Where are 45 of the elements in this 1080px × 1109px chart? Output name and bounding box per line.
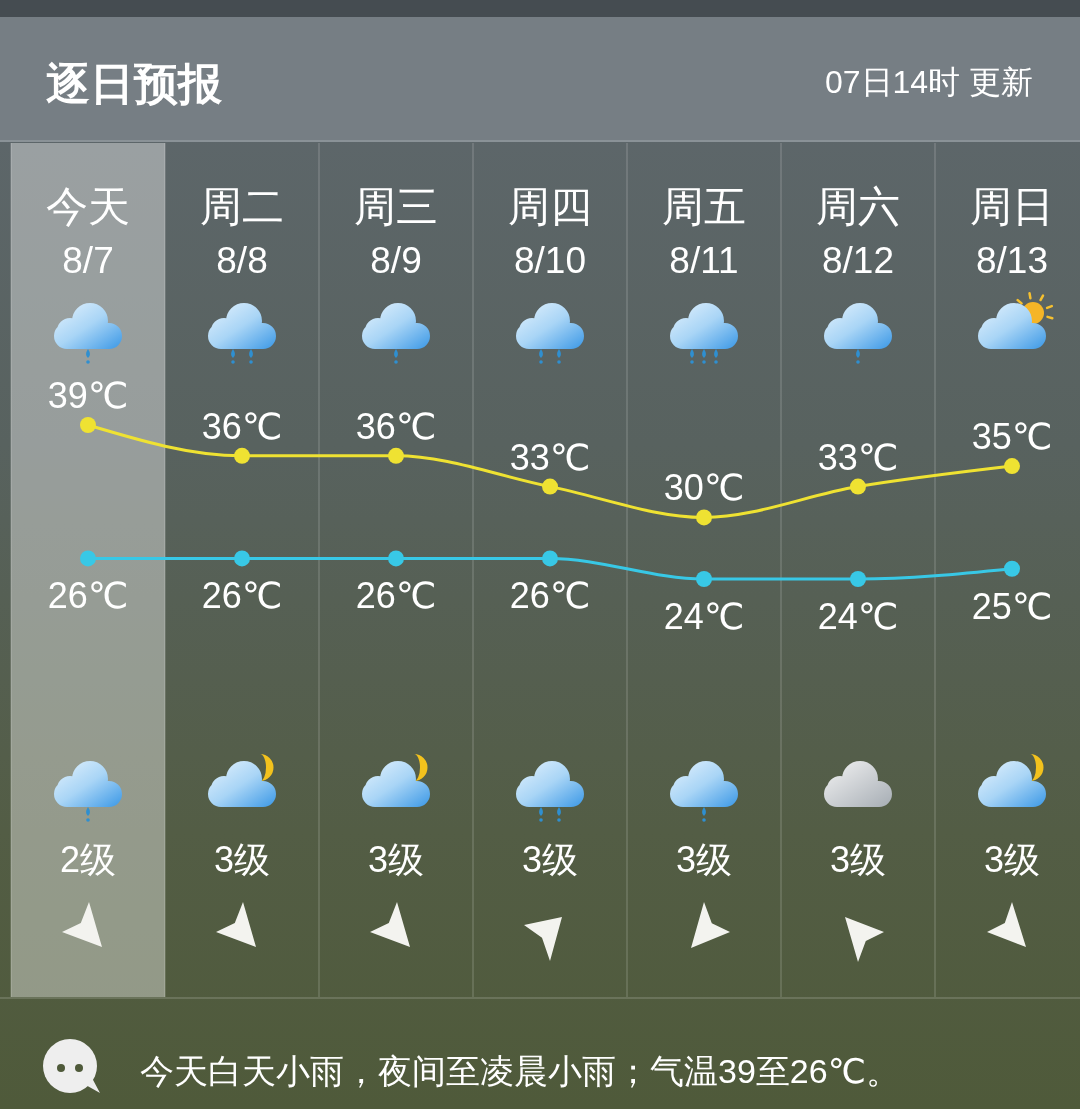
x-tick-label: 周六 8/12 [816, 183, 900, 281]
x-tick-label: 今天 8/7 [46, 183, 130, 281]
x-tick-label: 周三 8/9 [354, 183, 438, 281]
data-label: 25℃ [971, 585, 1053, 627]
text: 3级 [675, 839, 733, 880]
data-label: 26℃ [355, 575, 437, 617]
x-tick-label: 周五 8/11 [662, 183, 746, 281]
point [696, 509, 712, 526]
x-tick-label: 周二 8/8 [200, 183, 284, 281]
x-tick-label: 周四 8/10 [508, 183, 592, 281]
data-label: 30℃ [663, 467, 745, 509]
point [388, 447, 404, 464]
text: 3级 [367, 839, 425, 880]
data-label: 26℃ [47, 575, 129, 617]
point [80, 550, 96, 567]
point [234, 447, 250, 464]
point [850, 571, 866, 587]
data-label: 36℃ [355, 405, 437, 447]
point [388, 550, 404, 567]
point [1004, 560, 1020, 577]
point [542, 550, 558, 567]
data-label: 39℃ [47, 375, 129, 416]
x-tick-label: 周日 8/13 [970, 183, 1054, 281]
text: 今天白天小雨，夜间至凌晨小雨；气温39至26℃。 [140, 1052, 900, 1090]
text: 3级 [983, 839, 1041, 880]
chart-subtitle: 07日14时 更新 [824, 64, 1033, 100]
data-label: 26℃ [509, 575, 591, 617]
text: 3级 [829, 839, 887, 880]
data-label: 26℃ [201, 575, 283, 617]
point [542, 478, 558, 495]
chart-title: 逐日预报 [46, 59, 223, 108]
point [234, 550, 250, 567]
data-label: 33℃ [817, 436, 899, 478]
text: 2级 [59, 839, 117, 880]
data-label: 33℃ [509, 436, 591, 478]
point [696, 571, 712, 587]
point [1004, 458, 1020, 475]
point [850, 478, 866, 495]
point [80, 417, 96, 433]
text: 3级 [213, 839, 271, 880]
data-label: 24℃ [817, 596, 899, 637]
text: 3级 [521, 839, 579, 880]
data-label: 24℃ [663, 596, 745, 637]
data-label: 36℃ [201, 405, 283, 447]
data-label: 35℃ [971, 416, 1053, 458]
